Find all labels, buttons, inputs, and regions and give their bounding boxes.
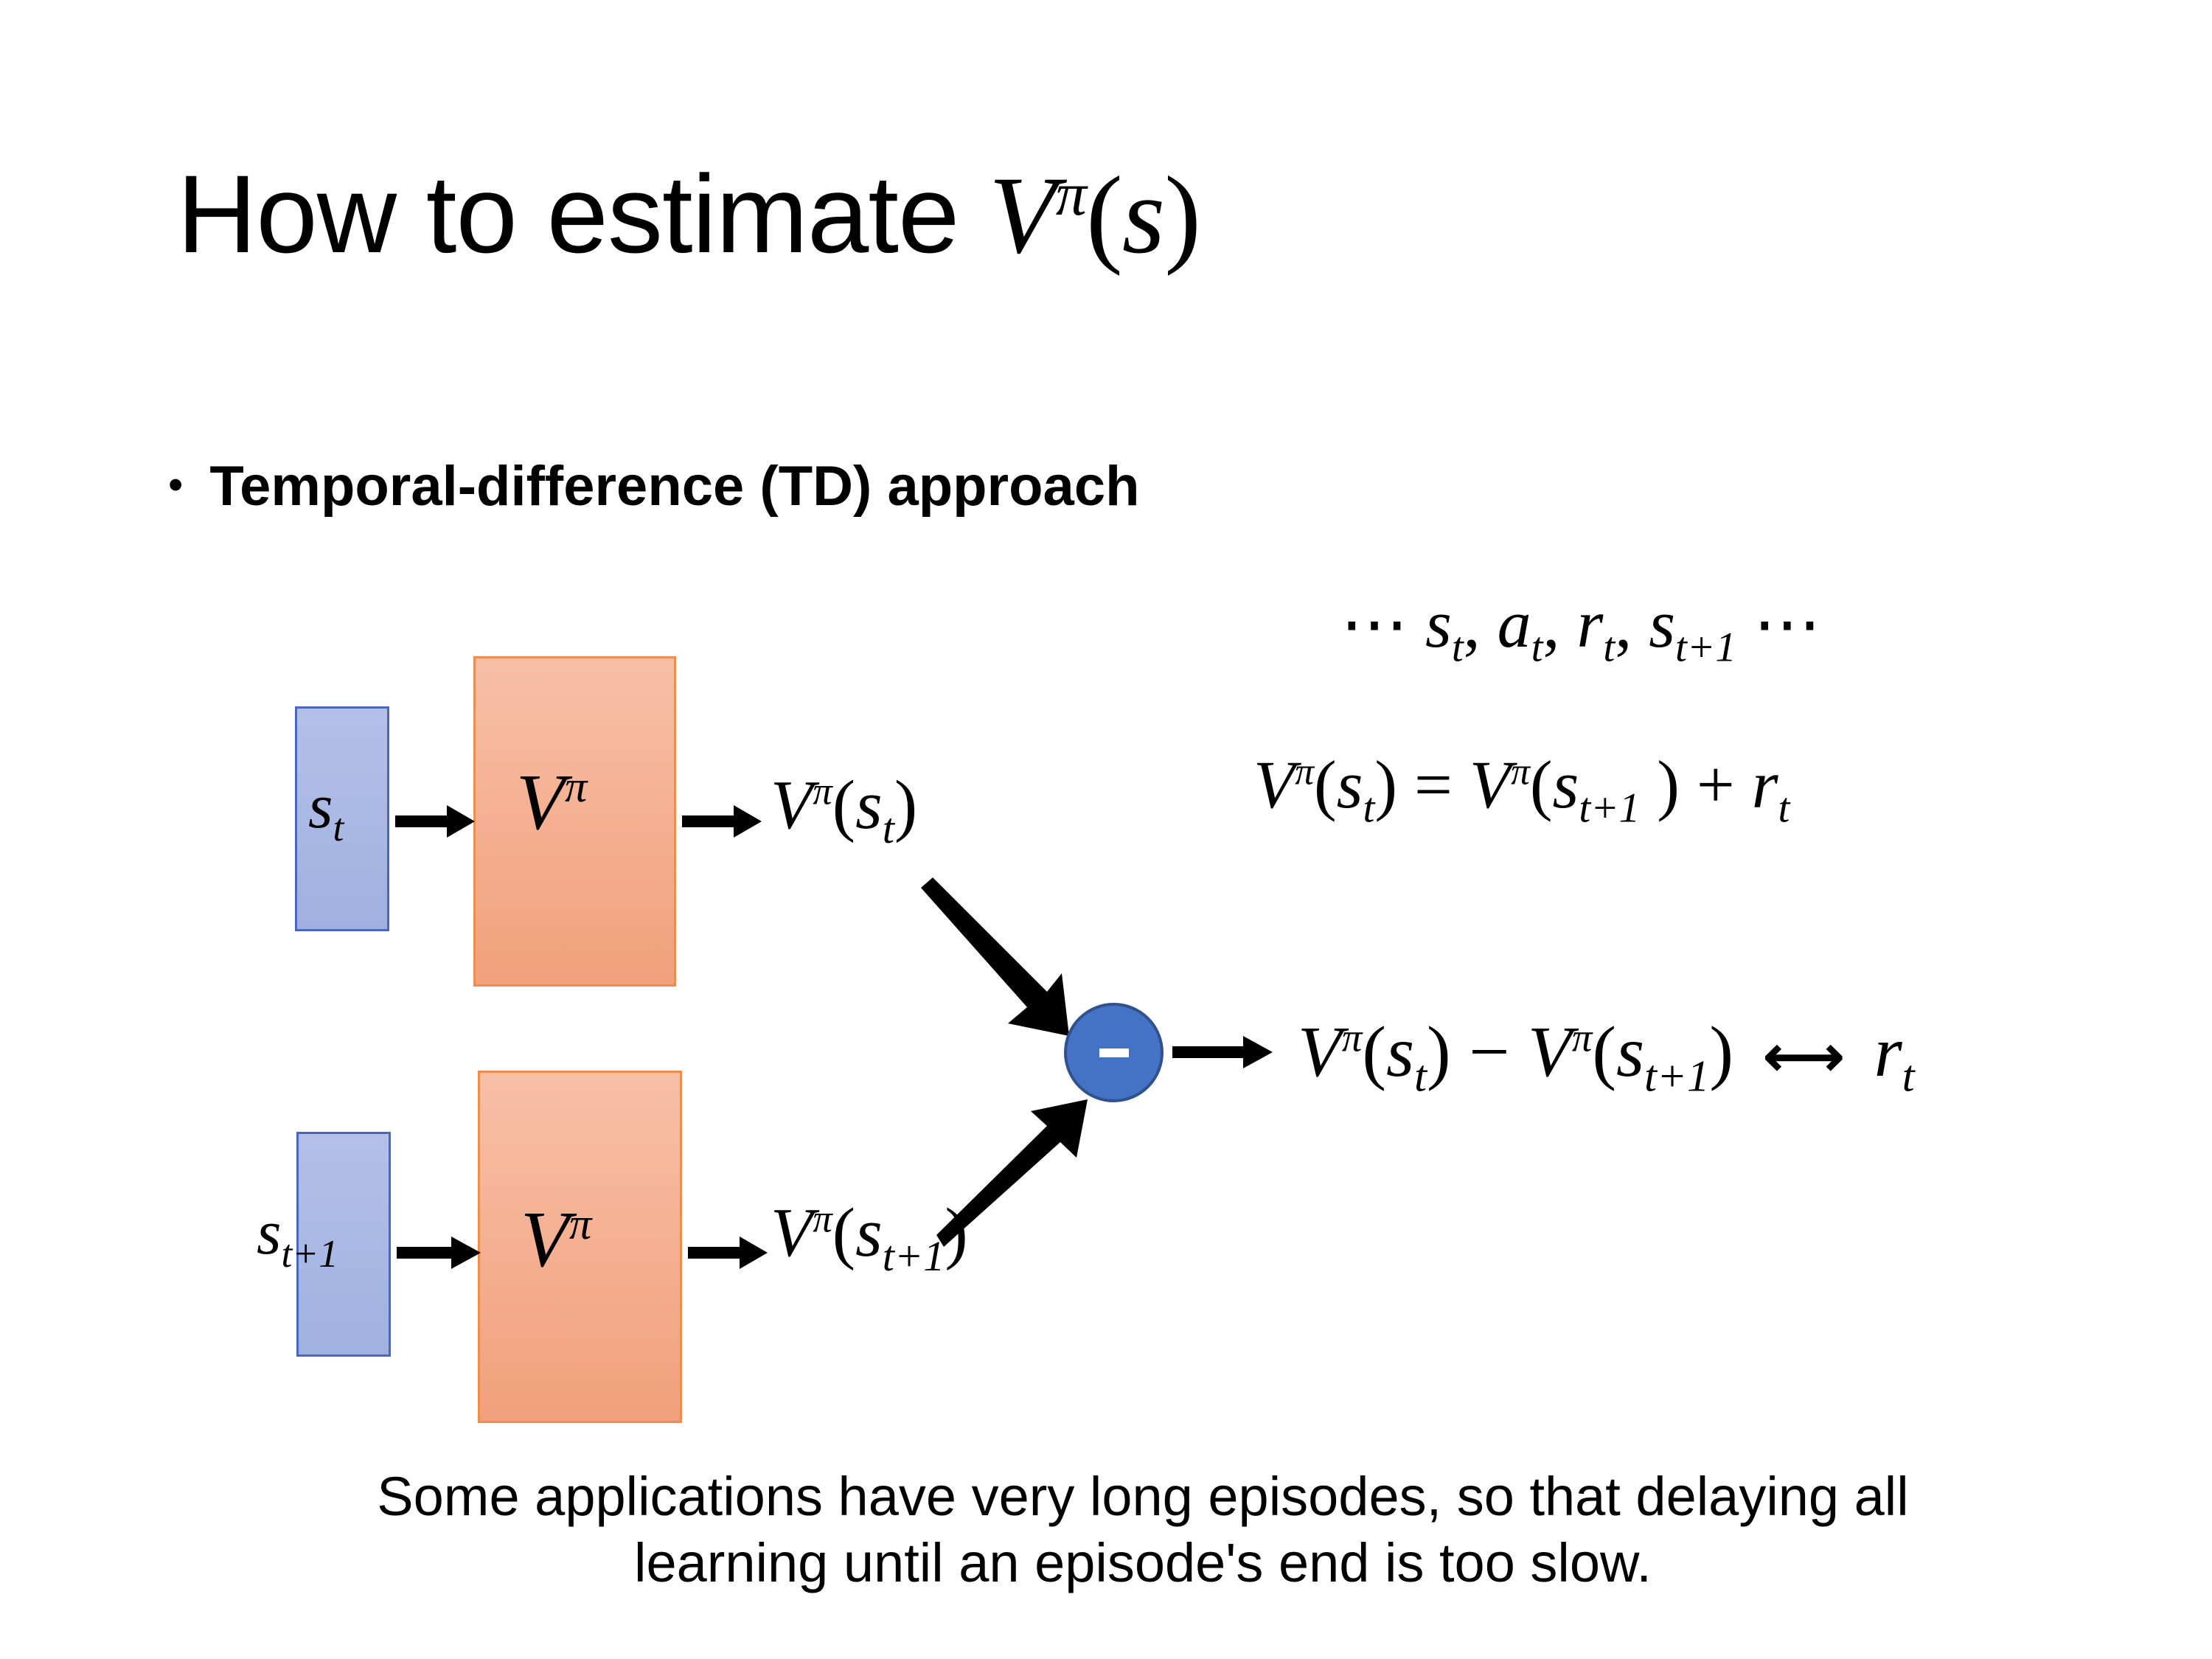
value-output-top-label: Vπ(st) (771, 770, 917, 849)
bellman-lhs-arg-sub: t (1363, 785, 1375, 832)
bellman-equals: = (1413, 747, 1453, 822)
td-v2-arg-sub: t+1 (1644, 1051, 1710, 1102)
arrow-state-to-value-bottom (397, 1237, 481, 1269)
value-top-symbol: V (516, 759, 565, 846)
state-bottom-subscript: t+1 (281, 1231, 338, 1276)
value-top-superscript: π (564, 762, 588, 812)
td-v2-open-paren: ( (1592, 1012, 1616, 1092)
arrow-node-to-td-error (1172, 1036, 1273, 1068)
trajectory-comma-2: , (1543, 586, 1560, 661)
state-box-top-label: st (308, 771, 344, 847)
output-top-arg: s (855, 767, 883, 844)
bullet-label: Temporal-difference (TD) approach (209, 455, 1140, 518)
td-reward-sub: t (1902, 1051, 1915, 1102)
value-box-top (473, 656, 676, 987)
bellman-rhs-open-paren: ( (1529, 747, 1553, 822)
bellman-rhs-pi: π (1511, 751, 1530, 793)
td-minus: − (1469, 1012, 1510, 1092)
output-top-pi: π (813, 770, 832, 813)
trajectory-a-sub: t (1531, 624, 1543, 671)
title-math-close-paren: ) (1164, 154, 1201, 276)
output-bottom-open-paren: ( (832, 1194, 856, 1271)
value-bottom-superscript: π (568, 1200, 592, 1249)
state-bottom-symbol: s (257, 1197, 282, 1267)
bullet-marker-icon: • (168, 461, 184, 509)
trajectory-r: r (1576, 586, 1604, 661)
arrow-output-top-to-node (921, 877, 1069, 1036)
bullet-item: • Temporal-difference (TD) approach (168, 459, 1140, 515)
output-bottom-v: V (771, 1194, 813, 1271)
output-top-v: V (771, 767, 813, 844)
caption-text: Some applications have very long episode… (377, 1466, 1909, 1594)
trajectory-s2: s (1649, 586, 1676, 661)
td-v1-arg-sub: t (1414, 1051, 1427, 1102)
title-math-s: s (1121, 154, 1165, 276)
trajectory-s-sub: t (1451, 624, 1464, 671)
value-box-bottom-label: Vπ (521, 1200, 591, 1280)
bellman-rhs-v: V (1469, 747, 1512, 822)
state-box-top (295, 706, 389, 931)
td-v1-close-paren: ) (1427, 1012, 1451, 1092)
trajectory-trail-dots: ⋯ (1753, 586, 1821, 661)
td-v2-arg: s (1615, 1012, 1645, 1092)
bellman-lhs-open-paren: ( (1314, 747, 1337, 822)
bellman-reward-sub: t (1778, 785, 1790, 832)
trajectory-comma-3: , (1615, 586, 1632, 661)
trajectory-comma-1: , (1463, 586, 1481, 661)
arrow-state-to-value-top (395, 805, 475, 838)
page-title: How to estimate Vπ(s) (177, 159, 1201, 271)
bellman-lhs-pi: π (1295, 751, 1315, 793)
output-top-open-paren: ( (832, 767, 856, 844)
equation-td-error: Vπ(st) − Vπ(st+1) ⟷ rt (1298, 1015, 1915, 1099)
trajectory-r-sub: t (1603, 624, 1615, 671)
bellman-reward: r (1751, 747, 1778, 822)
state-top-symbol: s (308, 771, 333, 841)
equation-trajectory: ⋯ st, at, rt, st+1 ⋯ (1340, 590, 1821, 668)
title-math-open-paren: ( (1085, 154, 1123, 276)
td-reward: r (1874, 1012, 1902, 1092)
trajectory-s: s (1425, 586, 1452, 661)
trajectory-lead-dots: ⋯ (1340, 586, 1408, 661)
double-headed-arrow-icon: ⟷ (1763, 1026, 1845, 1088)
td-v1-open-paren: ( (1362, 1012, 1387, 1092)
arrow-value-to-output-bottom (688, 1237, 768, 1269)
output-top-arg-sub: t (882, 804, 894, 852)
arrow-output-bottom-to-node (936, 1099, 1088, 1247)
title-math-v: V (989, 154, 1057, 276)
equation-bellman: Vπ(st) = Vπ(st+1 ) + rt (1253, 751, 1790, 829)
output-bottom-arg-sub: t+1 (882, 1231, 945, 1280)
td-v2: V (1527, 1012, 1572, 1092)
output-bottom-pi: π (813, 1197, 832, 1241)
title-math-pi: π (1055, 160, 1087, 229)
td-v1: V (1298, 1012, 1342, 1092)
trajectory-a: a (1497, 586, 1531, 661)
minus-icon (1099, 1048, 1129, 1057)
state-box-bottom (296, 1132, 391, 1357)
bellman-lhs-v: V (1253, 747, 1295, 822)
bellman-rhs-close-paren: ) (1640, 747, 1680, 822)
td-v2-close-paren: ) (1709, 1012, 1734, 1092)
arrow-value-to-output-top (682, 805, 762, 838)
output-bottom-arg: s (855, 1194, 883, 1271)
output-top-close-paren: ) (894, 767, 918, 844)
title-text: How to estimate (177, 152, 990, 276)
subtract-node (1064, 1003, 1164, 1102)
td-v2-pi: π (1571, 1015, 1593, 1060)
bellman-rhs-arg: s (1552, 747, 1579, 822)
state-box-bottom-label: st+1 (257, 1197, 338, 1273)
trajectory-s2-sub: t+1 (1675, 624, 1736, 671)
bellman-lhs-arg: s (1336, 747, 1363, 822)
value-box-top-label: Vπ (516, 763, 587, 843)
value-bottom-symbol: V (521, 1196, 569, 1284)
td-v1-arg: s (1386, 1012, 1415, 1092)
bellman-lhs-close-paren: ) (1374, 747, 1397, 822)
value-box-bottom (478, 1071, 682, 1423)
td-v1-pi: π (1341, 1015, 1363, 1060)
bellman-rhs-arg-sub: t+1 (1579, 785, 1641, 832)
bellman-plus: + (1696, 747, 1735, 822)
state-top-subscript: t (333, 805, 344, 850)
